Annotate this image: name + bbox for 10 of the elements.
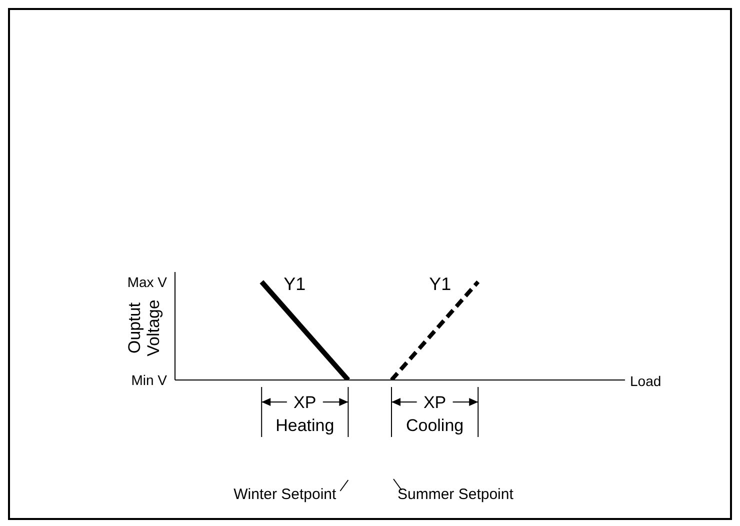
text: Summer Setpoint [398,486,514,503]
text: XP Cooling [406,393,464,435]
text: Max V [127,274,168,290]
text: XP Heating [276,393,334,435]
series-label: Y1 [429,274,452,294]
text: Winter Setpoint [234,486,338,503]
series-label: Y1 [284,274,306,294]
x-axis-title: Load [630,373,662,389]
text: Min V [131,372,168,388]
y-axis-title: Ouptut Voltage [125,300,163,356]
